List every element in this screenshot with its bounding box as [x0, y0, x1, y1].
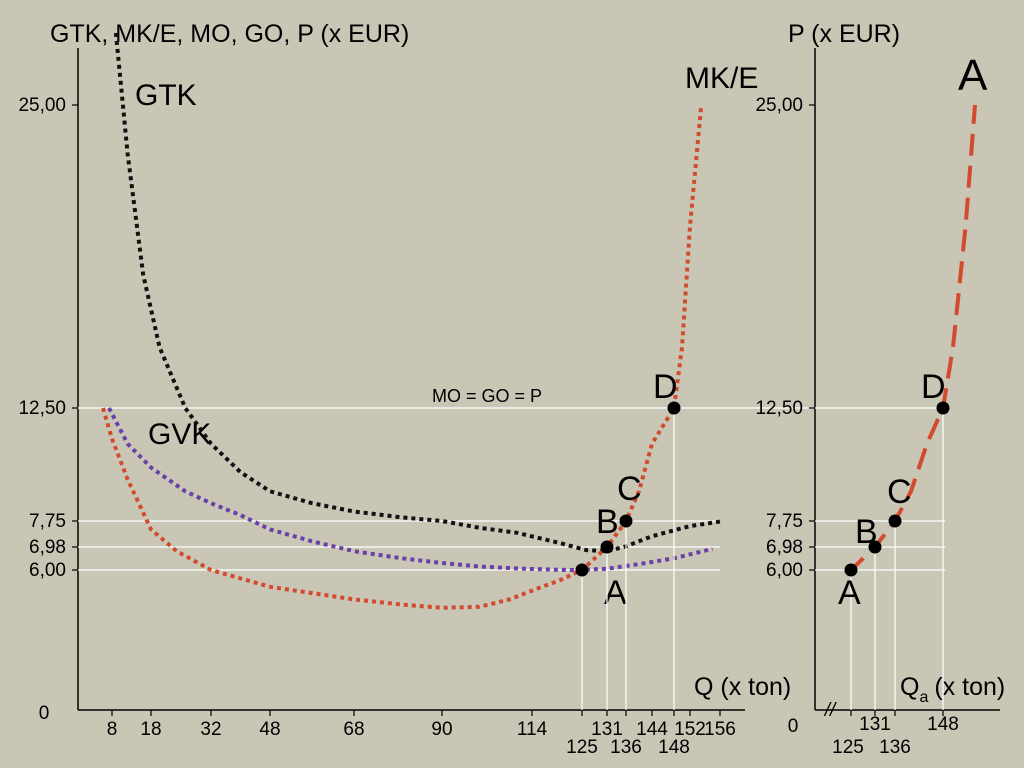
left-x-tick-label-156: 156 [704, 719, 736, 740]
right-y-tick-label-6-00: 6,00 [766, 560, 803, 581]
left-x-tick-label-136: 136 [610, 737, 642, 758]
left-x-tick-label-8: 8 [107, 719, 118, 740]
right-y-tick-label-6-98: 6,98 [766, 537, 803, 558]
left-x-tick-label-125: 125 [566, 737, 598, 758]
right-point-label-b: B [855, 513, 878, 551]
left-point-label-d: D [653, 368, 678, 406]
left-series-gvk [107, 407, 713, 572]
right-series [846, 104, 977, 576]
right-x-axis-title: Qa (x ton) [900, 673, 1005, 706]
left-x-tick-label-144: 144 [636, 719, 668, 740]
mke-curve-label: MK/E [685, 62, 758, 95]
right-series-supply [846, 104, 977, 576]
left-points: ABC D [575, 368, 681, 710]
right-x-tick-label-125: 125 [832, 737, 864, 758]
left-y-tick-label-12-50: 12,50 [18, 398, 66, 419]
right-x-ticks: 131 148 125 136 [832, 710, 959, 758]
left-x-tick-label-32: 32 [200, 719, 221, 740]
gvk-curve-label: GVK [148, 418, 211, 451]
right-point-label-c: C [887, 473, 912, 511]
right-y-tick-label-12-50: 12,50 [755, 398, 803, 419]
left-series [101, 32, 725, 610]
right-origin-label: 0 [788, 716, 799, 737]
left-y-tick-label-25-00: 25,00 [18, 95, 66, 116]
mo-go-p-label: MO = GO = P [432, 386, 542, 406]
left-y-axis-title: GTK, MK/E, MO, GO, P (x EUR) [50, 20, 409, 48]
left-series-mk-e [101, 104, 704, 610]
right-x-axis-title-rest: (x ton) [934, 673, 1005, 701]
right-point-b [868, 540, 882, 554]
right-y-tick-label-25-00: 25,00 [755, 95, 803, 116]
right-point-label-d: D [921, 368, 946, 406]
right-x-axis-title-main: Q [900, 673, 919, 701]
right-y-ticks: 25,00 12,50 7,75 6,986,00 [755, 95, 815, 581]
right-point-d [936, 401, 950, 415]
right-points: ABC D [838, 368, 950, 710]
left-x-tick-label-90: 90 [431, 719, 452, 740]
left-point-d [667, 401, 681, 415]
right-x-tick-label-136: 136 [879, 737, 911, 758]
left-series-gtk [113, 32, 725, 554]
left-cost-chart: GTK, MK/E, MO, GO, P (x EUR) Q (x ton) 0… [18, 20, 820, 758]
left-y-tick-label-6-00: 6,00 [29, 560, 66, 581]
left-x-tick-label-18: 18 [140, 719, 161, 740]
left-point-label-a: A [604, 574, 627, 612]
left-point-label-b: B [596, 503, 619, 541]
axis-break-mark: // [823, 700, 837, 721]
left-x-axis-title: Q (x ton) [694, 673, 791, 701]
left-origin-label: 0 [39, 703, 50, 724]
left-point-b [600, 540, 614, 554]
right-supply-chart: P (x EUR) Qa (x ton) 0 // A 25,00 12,50 7,7… [755, 20, 1005, 758]
left-gridlines [78, 407, 820, 571]
right-point-label-a: A [838, 574, 861, 612]
left-x-tick-label-114: 114 [517, 719, 548, 740]
left-point-a [575, 563, 589, 577]
left-x-tick-label-152: 152 [674, 719, 706, 740]
right-point-a [844, 563, 858, 577]
right-x-tick-label-131: 131 [859, 714, 891, 735]
right-x-axis-title-sub: a [919, 689, 928, 706]
left-point-c [619, 514, 633, 528]
left-x-tick-label-48: 48 [259, 719, 280, 740]
right-point-c [888, 514, 902, 528]
left-x-tick-label-68: 68 [343, 719, 364, 740]
right-y-tick-label-7-75: 7,75 [766, 511, 803, 532]
left-y-ticks: 25,00 12,50 7,75 6,986,00 [18, 95, 78, 581]
left-point-label-c: C [617, 470, 642, 508]
right-x-tick-label-148: 148 [927, 714, 959, 735]
panel-label: A [958, 51, 988, 100]
left-x-tick-label-131: 131 [591, 719, 623, 740]
gtk-curve-label: GTK [135, 79, 197, 112]
left-y-tick-label-7-75: 7,75 [29, 511, 66, 532]
left-x-tick-label-148: 148 [658, 737, 690, 758]
right-gridlines [815, 407, 945, 571]
right-y-axis-title: P (x EUR) [788, 20, 900, 48]
left-y-tick-label-6-98: 6,98 [29, 537, 66, 558]
